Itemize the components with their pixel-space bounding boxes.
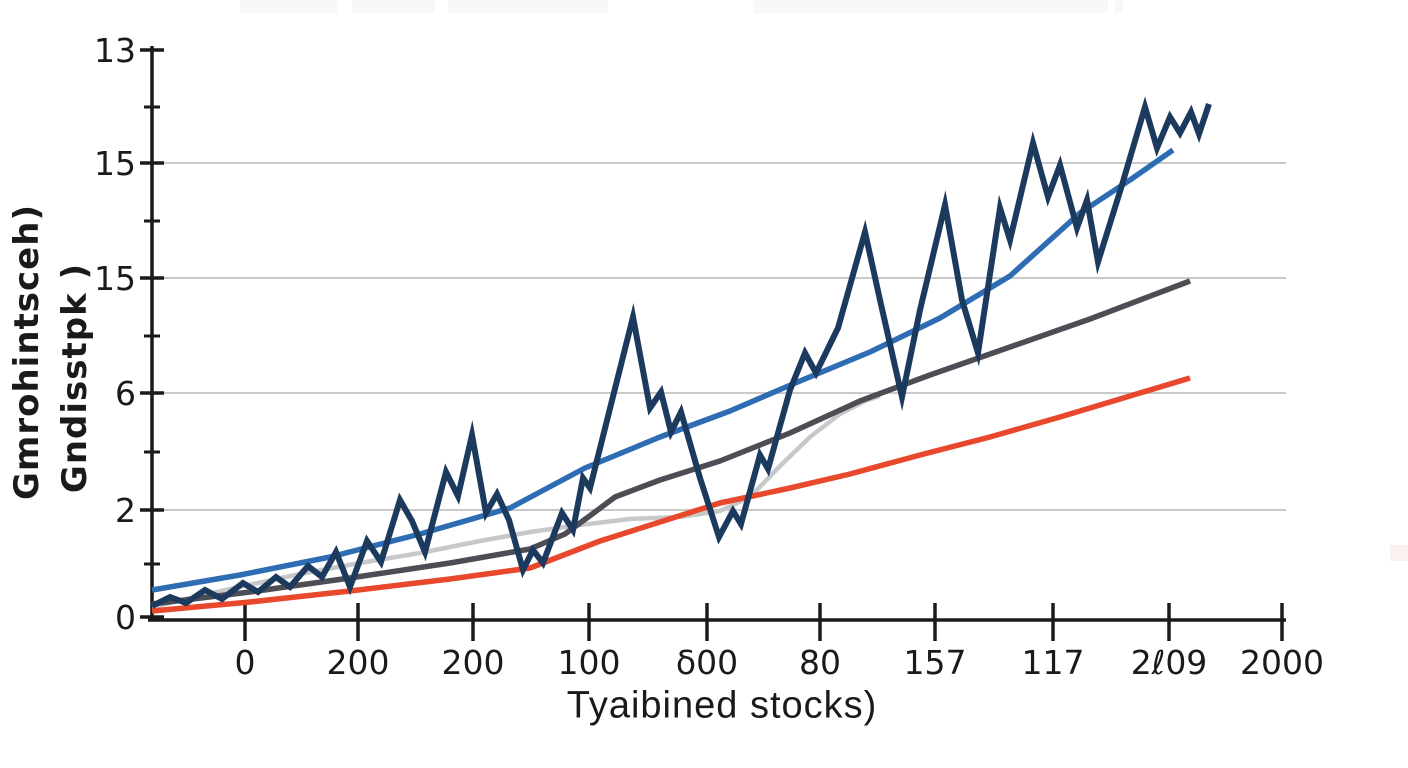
y-tick-label: 2 [115,491,136,530]
y-tick-label: 15 [94,144,136,183]
y-axis-title-line2: Gndisstpk ) [55,262,95,494]
x-tick-label: 0 [235,643,256,682]
x-tick-label: 200 [442,643,505,682]
series-navy-volatile [150,96,1212,609]
x-tick-label: 100 [558,643,621,682]
top-edge-artifact [448,0,608,13]
x-tick-label: 80 [799,643,841,682]
x-tick-label: 157 [904,643,967,682]
x-tick-label: 2ℓ09 [1131,643,1208,682]
y-tick-label: 15 [94,259,136,298]
right-edge-artifact [1390,545,1408,561]
x-tick-label: 200 [327,643,390,682]
x-tick-label: 117 [1022,643,1085,682]
y-tick-label: 0 [115,598,136,637]
series-blue-smooth [151,147,1175,593]
x-tick-label: δ00 [676,643,738,682]
series-charcoal-steady [151,278,1191,607]
x-tick-label: 2000 [1240,643,1324,682]
top-edge-artifact [352,0,435,13]
series-silver-lagging [151,393,881,610]
x-axis-title: Tyaibined stocks) [566,684,878,727]
series-red-low [151,375,1191,614]
top-edge-artifact [753,0,1108,13]
top-edge-artifact [1115,0,1123,13]
y-axis-title-line1: Gmrohintsceh) [7,204,47,500]
y-tick-label: 13 [94,31,136,70]
y-tick-label: 6 [115,374,136,413]
top-edge-artifact [240,0,337,13]
